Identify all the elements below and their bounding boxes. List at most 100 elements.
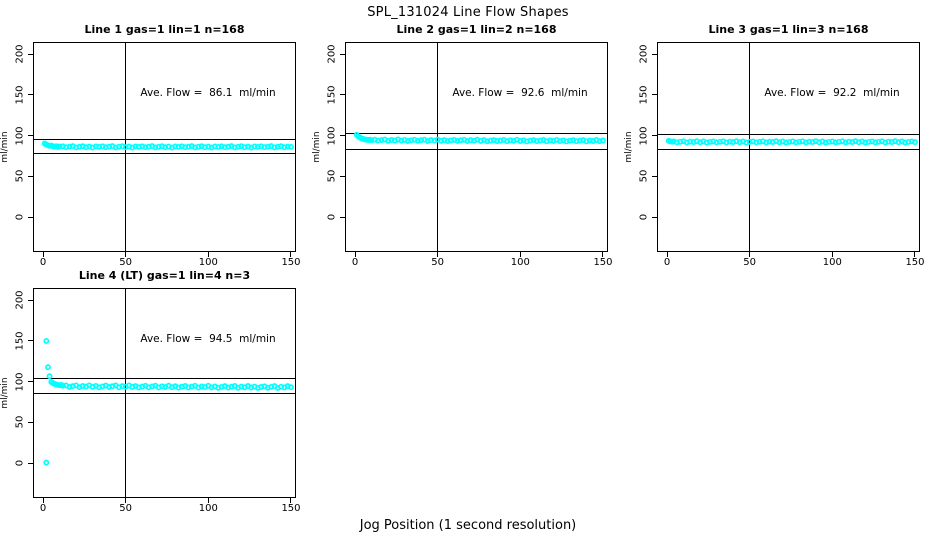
panel-line4: Line 4 (LT) gas=1 lin=4 n=3 ml/min Ave. … (0, 269, 301, 514)
y-tick (652, 175, 657, 177)
y-tick (28, 299, 33, 301)
x-tick (354, 252, 356, 257)
panel-line2-ave-flow-annotation: Ave. Flow = 92.6 ml/min (452, 87, 588, 99)
y-tick (340, 94, 345, 96)
x-tick (207, 252, 209, 257)
y-tick-label: 100 (14, 125, 26, 146)
x-tick-label: 0 (663, 257, 671, 268)
hline-limit-upper (346, 133, 607, 135)
scatter-points (665, 137, 918, 146)
x-tick-label: 150 (281, 503, 301, 514)
y-tick (340, 175, 345, 177)
hline-limit-upper (34, 377, 295, 379)
x-tick-label: 0 (39, 503, 47, 514)
y-tick-label: 100 (326, 125, 338, 146)
panel-line1: Line 1 gas=1 lin=1 n=168 ml/min Ave. Flo… (0, 23, 301, 268)
scatter-points (41, 140, 294, 151)
hline-limit-lower (34, 153, 295, 155)
x-tick (290, 498, 292, 503)
x-tick (125, 252, 127, 257)
y-tick (340, 216, 345, 218)
panel-line3-ave-flow-annotation: Ave. Flow = 92.2 ml/min (764, 87, 900, 99)
y-tick-label: 0 (14, 459, 26, 467)
x-tick-label: 50 (119, 503, 133, 514)
vline-x50 (125, 289, 127, 497)
y-tick (28, 462, 33, 464)
x-tick-label: 150 (905, 257, 925, 268)
x-tick (914, 252, 916, 257)
y-tick-label: 0 (326, 213, 338, 221)
panel-line2: Line 2 gas=1 lin=2 n=168 ml/min Ave. Flo… (312, 23, 613, 268)
x-tick-label: 150 (281, 257, 301, 268)
x-tick-label: 50 (431, 257, 445, 268)
panel-line3: Line 3 gas=1 lin=3 n=168 ml/min Ave. Flo… (624, 23, 925, 268)
vline-x50 (125, 43, 127, 251)
y-tick-label: 150 (326, 85, 338, 105)
x-tick-label: 100 (198, 257, 218, 268)
x-tick-label: 0 (39, 257, 47, 268)
x-tick-label: 50 (119, 257, 133, 268)
y-tick-label: 0 (638, 213, 650, 221)
hline-limit-upper (658, 133, 919, 135)
x-tick-label: 100 (510, 257, 530, 268)
x-tick-label: 0 (351, 257, 359, 268)
x-tick (290, 252, 292, 257)
y-tick-label: 50 (638, 169, 650, 183)
panel-line1-title: Line 1 gas=1 lin=1 n=168 (84, 23, 245, 36)
x-tick (602, 252, 604, 257)
x-tick (42, 498, 44, 503)
x-tick (125, 498, 127, 503)
x-tick (749, 252, 751, 257)
panel-line3-title: Line 3 gas=1 lin=3 n=168 (708, 23, 869, 36)
hline-limit-lower (658, 148, 919, 150)
panel-line2-title: Line 2 gas=1 lin=2 n=168 (396, 23, 557, 36)
x-tick (42, 252, 44, 257)
y-tick-label: 150 (14, 331, 26, 351)
x-tick (831, 252, 833, 257)
panel-line1-ave-flow-annotation: Ave. Flow = 86.1 ml/min (140, 87, 276, 99)
y-tick-label: 200 (14, 44, 26, 64)
y-tick-label: 0 (14, 213, 26, 221)
panel-line2-y-axis-label: ml/min (312, 131, 322, 163)
y-tick (340, 53, 345, 55)
panel-line3-y-axis-label: ml/min (624, 131, 634, 163)
y-tick-label: 50 (14, 169, 26, 183)
y-tick-label: 100 (14, 371, 26, 392)
y-tick-label: 200 (638, 44, 650, 64)
main-title: SPL_131024 Line Flow Shapes (367, 5, 569, 20)
x-tick-label: 50 (743, 257, 757, 268)
y-tick (652, 135, 657, 136)
y-tick (28, 135, 33, 136)
y-tick (340, 135, 345, 136)
y-tick-label: 200 (14, 290, 26, 310)
y-tick (28, 94, 33, 96)
y-tick-label: 150 (14, 85, 26, 105)
y-tick (28, 175, 33, 177)
panel-line4-ave-flow-annotation: Ave. Flow = 94.5 ml/min (140, 333, 276, 345)
x-tick (437, 252, 439, 257)
y-tick-label: 50 (326, 169, 338, 183)
y-tick (28, 421, 33, 423)
x-tick (666, 252, 668, 257)
panel-line1-y-axis-label: ml/min (0, 131, 10, 163)
y-tick (28, 340, 33, 342)
y-tick-label: 150 (638, 85, 650, 105)
panel-line4-y-axis-label: ml/min (0, 377, 10, 409)
hline-limit-upper (34, 139, 295, 141)
shared-x-axis-label: Jog Position (1 second resolution) (359, 518, 577, 533)
y-tick (652, 216, 657, 218)
y-tick (652, 53, 657, 55)
x-tick-label: 150 (593, 257, 613, 268)
y-tick (28, 381, 33, 382)
x-tick-label: 100 (822, 257, 842, 268)
y-tick-label: 50 (14, 415, 26, 429)
vline-x50 (437, 43, 439, 251)
y-tick (28, 216, 33, 218)
x-tick (519, 252, 521, 257)
x-tick-label: 100 (198, 503, 218, 514)
scatter-points (353, 131, 606, 145)
y-tick (28, 53, 33, 55)
panel-line4-title: Line 4 (LT) gas=1 lin=4 n=3 (78, 269, 251, 282)
y-tick (652, 94, 657, 96)
